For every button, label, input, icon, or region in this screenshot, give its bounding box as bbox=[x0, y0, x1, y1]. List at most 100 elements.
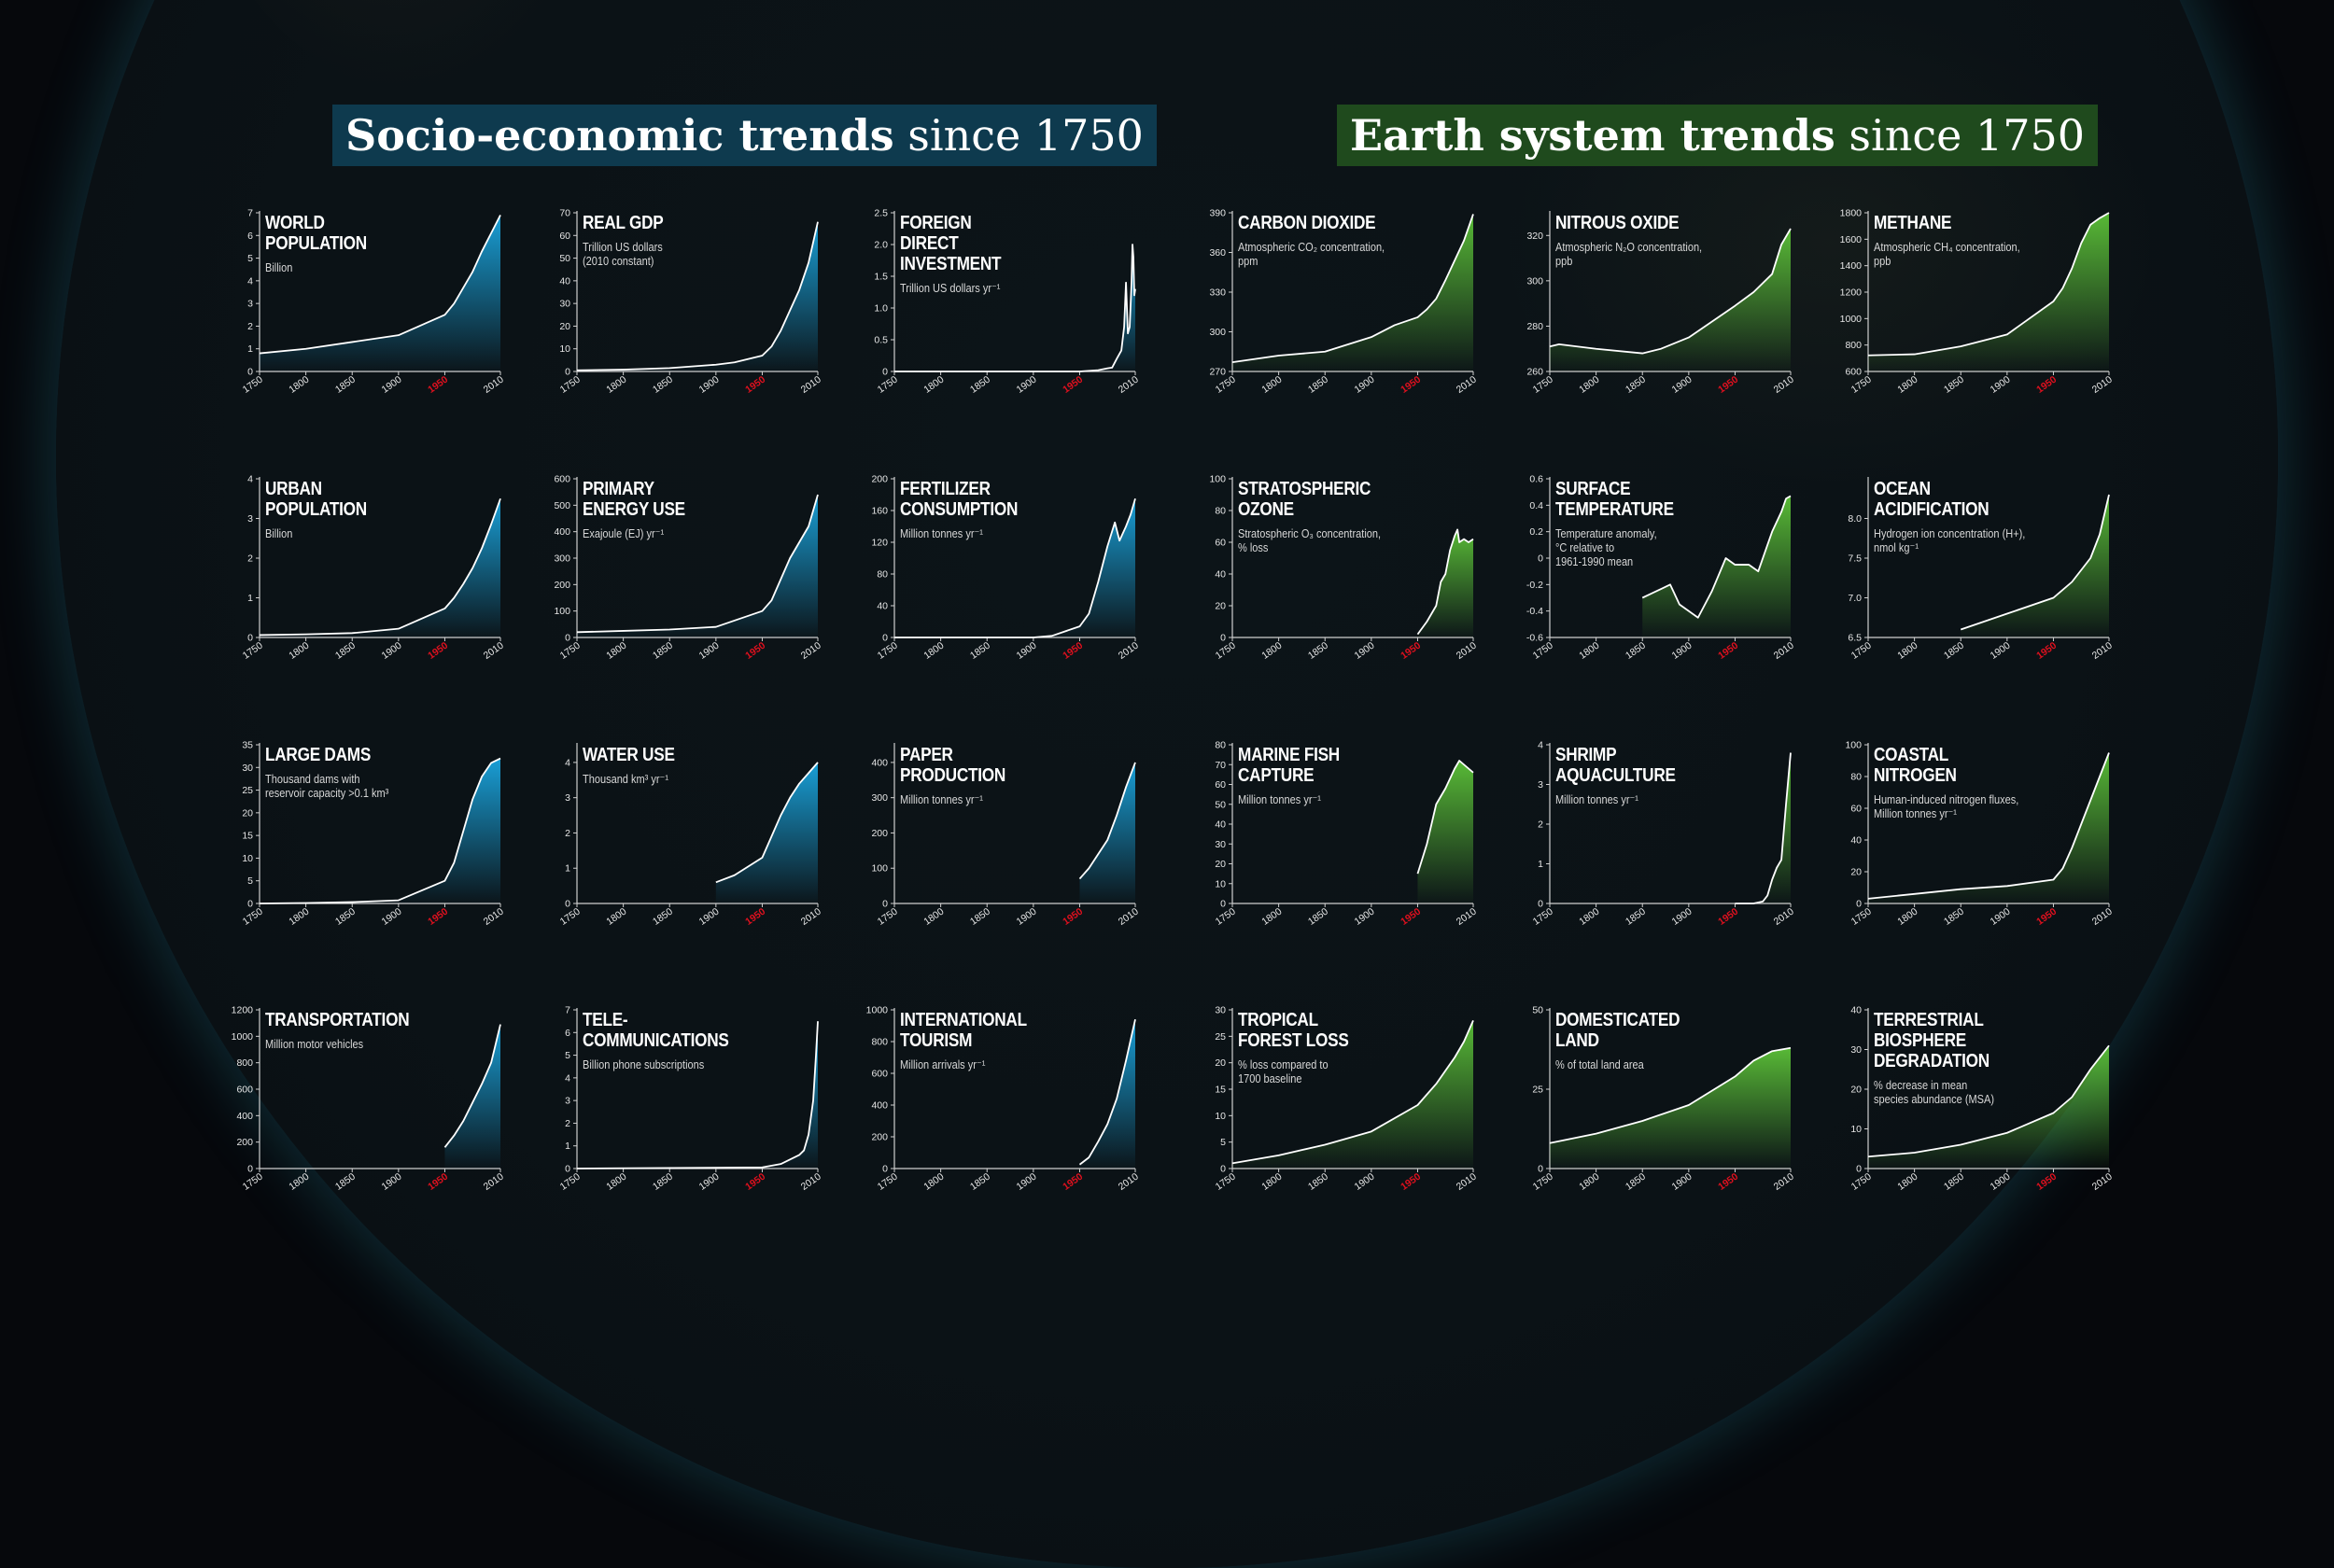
x-tick-label: 1950 bbox=[1399, 1171, 1423, 1193]
y-tick-label: 10 bbox=[1850, 1124, 1862, 1135]
chart-svg: 0 10 20 30 40 1750 1800 1850 1900 1950 2010 bbox=[1849, 1005, 2115, 1193]
y-tick-label: 4 bbox=[565, 757, 570, 768]
chart-unit-label: Million tonnes yr⁻¹ bbox=[900, 793, 983, 806]
x-tick-label: 1950 bbox=[1399, 640, 1423, 662]
y-tick-label: 0 bbox=[247, 633, 253, 644]
chart-unit-label: Atmospheric N₂O concentration, ppb bbox=[1555, 241, 1703, 268]
y-tick-label: 1200 bbox=[1840, 287, 1863, 299]
x-tick-label: 2010 bbox=[799, 374, 823, 396]
y-tick-label: 80 bbox=[1215, 506, 1226, 517]
y-tick-label: 30 bbox=[1850, 1044, 1862, 1056]
y-tick-label: 600 bbox=[236, 1085, 253, 1096]
x-tick-label: 1900 bbox=[1670, 374, 1694, 396]
x-tick-label: 1750 bbox=[1531, 906, 1555, 928]
y-tick-label: 40 bbox=[877, 601, 888, 612]
y-tick-label: 1 bbox=[247, 343, 253, 355]
x-tick-label: 1800 bbox=[604, 906, 628, 928]
series-area bbox=[1232, 1020, 1473, 1169]
chart-title: DOMESTICATED LAND bbox=[1555, 1010, 1680, 1051]
x-tick-label: 2010 bbox=[799, 1171, 823, 1193]
chart-unit-label: Human-induced nitrogen fluxes, Million t… bbox=[1874, 793, 2019, 820]
x-tick-label: 2010 bbox=[1772, 640, 1796, 662]
x-tick-label: 1900 bbox=[1989, 906, 2013, 928]
x-tick-label: 1750 bbox=[1214, 1171, 1238, 1193]
chart-title: WORLD POPULATION bbox=[265, 213, 367, 254]
x-tick-label: 1950 bbox=[1716, 640, 1740, 662]
chart-title: WATER USE bbox=[583, 745, 675, 765]
series-line bbox=[1231, 1019, 1474, 1165]
y-tick-label: 5 bbox=[247, 875, 253, 887]
chart-title: METHANE bbox=[1874, 213, 1952, 233]
y-tick-label: 5 bbox=[565, 1050, 570, 1061]
x-tick-label: 2010 bbox=[1772, 906, 1796, 928]
y-tick-label: 300 bbox=[1526, 275, 1543, 287]
series-area bbox=[1868, 1045, 2109, 1169]
socio-economic-heading: Socio-economic trends since 1750 bbox=[332, 105, 1157, 166]
chart-svg: 0 1 2 3 4 5 6 7 1750 1800 1850 1900 1950 2010 bbox=[558, 1005, 823, 1193]
y-tick-label: 4 bbox=[247, 275, 253, 287]
y-tick-label: 260 bbox=[1526, 367, 1543, 378]
y-tick-label: 200 bbox=[871, 828, 888, 839]
y-tick-label: 100 bbox=[871, 863, 888, 875]
series-area bbox=[1868, 213, 2109, 371]
chart-panel: 0 10 20 30 40 1750 1800 1850 1900 1950 2010 TERREST… bbox=[1833, 1002, 2115, 1217]
y-tick-label: 15 bbox=[1215, 1085, 1226, 1096]
y-tick-label: 20 bbox=[1215, 1057, 1226, 1069]
chart-panel: 0 40 80 120 160 200 1750 1800 1850 1900 1950 2010 FE… bbox=[859, 471, 1140, 686]
y-tick-label: 1400 bbox=[1840, 260, 1863, 272]
chart-panel: 0 1 2 3 4 1750 1800 1850 1900 1950 2010 SHRIMP AQUA… bbox=[1514, 737, 1796, 952]
x-tick-label: 1800 bbox=[604, 640, 628, 662]
x-tick-label: 1850 bbox=[1942, 906, 1966, 928]
y-tick-label: 320 bbox=[1526, 231, 1543, 242]
x-tick-label: 1900 bbox=[1015, 374, 1039, 396]
series-area bbox=[260, 758, 500, 903]
chart-panel: 0 5 10 15 20 25 30 1750 1800 1850 1900 1950 2010 TROP… bbox=[1197, 1002, 1479, 1217]
series-area bbox=[1417, 529, 1473, 637]
x-tick-label: 1750 bbox=[1849, 1171, 1874, 1193]
y-tick-label: 10 bbox=[242, 853, 253, 864]
x-tick-label: 1800 bbox=[1577, 640, 1601, 662]
heading-bold: Socio-economic trends bbox=[345, 110, 894, 161]
x-tick-label: 1850 bbox=[1624, 1171, 1648, 1193]
y-tick-label: 3 bbox=[565, 792, 570, 804]
x-tick-label: 1850 bbox=[968, 1171, 992, 1193]
y-tick-label: 7.0 bbox=[1848, 593, 1862, 604]
chart-title: COASTAL NITROGEN bbox=[1874, 745, 1957, 786]
chart-panel: 0 1 2 3 4 1750 1800 1850 1900 1950 2010 URBAN POPUL… bbox=[224, 471, 506, 686]
chart-svg: 0 100 200 300 400 500 600 1750 1800 1850 1900 1950 2… bbox=[554, 474, 823, 662]
x-tick-label: 2010 bbox=[1455, 1171, 1479, 1193]
y-tick-label: 2.0 bbox=[874, 240, 888, 251]
x-tick-label: 1750 bbox=[876, 374, 900, 396]
series-area bbox=[444, 1024, 500, 1169]
x-tick-label: 1850 bbox=[1942, 374, 1966, 396]
x-tick-label: 1850 bbox=[1624, 906, 1648, 928]
x-tick-label: 1800 bbox=[287, 374, 311, 396]
x-tick-label: 2010 bbox=[2090, 1171, 2115, 1193]
y-tick-label: 25 bbox=[242, 785, 253, 796]
x-tick-label: 1850 bbox=[651, 374, 675, 396]
y-tick-label: 330 bbox=[1209, 287, 1226, 299]
x-tick-label: 1950 bbox=[1399, 374, 1423, 396]
y-tick-label: 1000 bbox=[866, 1005, 889, 1016]
y-tick-label: 80 bbox=[1215, 740, 1226, 751]
series-area bbox=[1642, 496, 1791, 637]
x-tick-label: 1900 bbox=[380, 374, 404, 396]
x-tick-label: 2010 bbox=[1117, 906, 1141, 928]
y-tick-label: 600 bbox=[1845, 367, 1862, 378]
y-tick-label: 600 bbox=[871, 1069, 888, 1080]
x-tick-label: 1950 bbox=[426, 906, 450, 928]
y-tick-label: 25 bbox=[1532, 1085, 1543, 1096]
y-tick-label: 4 bbox=[247, 474, 253, 485]
y-tick-label: -0.6 bbox=[1526, 633, 1543, 644]
x-tick-label: 2010 bbox=[2090, 906, 2115, 928]
x-tick-label: 1750 bbox=[1849, 906, 1874, 928]
chart-title: CARBON DIOXIDE bbox=[1238, 213, 1376, 233]
x-tick-label: 1750 bbox=[558, 640, 583, 662]
y-tick-label: 20 bbox=[1215, 859, 1226, 870]
x-tick-label: 1950 bbox=[1061, 640, 1085, 662]
y-tick-label: 1000 bbox=[232, 1031, 254, 1043]
y-tick-label: 0 bbox=[247, 367, 253, 378]
chart-svg: 0 20 40 60 80 100 1750 1800 1850 1900 1950 2010 bbox=[1209, 474, 1478, 662]
y-tick-label: 0 bbox=[882, 1164, 888, 1175]
y-tick-label: 5 bbox=[1220, 1137, 1226, 1148]
